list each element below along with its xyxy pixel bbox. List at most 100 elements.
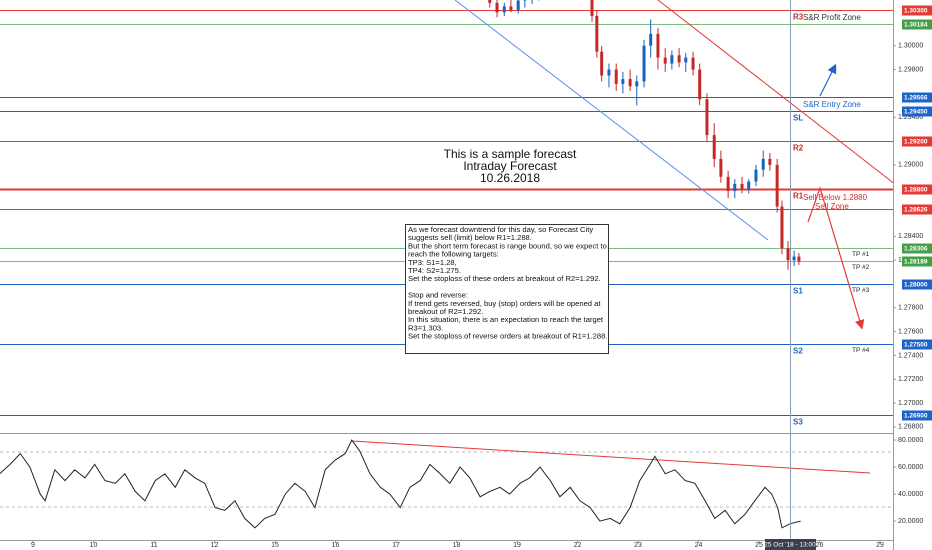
candle-body [607,69,611,76]
level-tag: S2 [793,347,803,356]
candle-body [747,181,751,189]
candle-body [590,0,594,16]
note-line: If trend gets reversed, buy (stop) order… [408,299,601,308]
candle-body [698,69,702,100]
price-axis-bg [893,0,932,550]
level-label-bg [902,279,932,290]
candle-body [635,81,639,87]
candle-body [780,206,784,249]
level-label-bg [902,92,932,103]
note-line: But the short term forecast is range bou… [408,241,607,250]
note-box [405,224,609,354]
level-tag: SL [793,114,803,123]
level-label: 1.28306 [904,246,928,253]
candle-body [509,6,513,11]
axes: 1.300001.298001.294001.290001.284001.282… [31,5,932,550]
level-tag: S1 [793,287,803,296]
x-tick-label: 29 [876,542,884,549]
level-label-bg [902,136,932,147]
x-tick-label: 10 [90,542,98,549]
level-label-bg [902,256,932,267]
candle-body [726,176,730,192]
title: This is a sample forecast [444,147,577,161]
annotation: S&R Profit Zone [803,13,861,22]
candle-body [719,158,723,177]
candle-body [488,0,492,3]
candle-body [786,248,790,261]
target-tag: TP #1 [852,251,870,258]
candle-body [649,33,653,46]
candle-body [621,79,625,84]
title: Intraday Forecast [463,159,557,173]
candle-body [754,169,758,182]
note-line: breakout of R2=1.292. [408,307,483,316]
note-line: As we forecast downtrend for this day, s… [408,225,593,234]
y-tick-label: 1.30000 [898,43,923,50]
y-tick-label: 1.27400 [898,352,923,359]
candle-body [628,79,632,87]
x-tick-label: 22 [574,542,582,549]
level-tag: R2 [793,144,804,153]
texts: This is a sample forecast Intraday Forec… [405,13,870,427]
y-tick-label: 1.27600 [898,328,923,335]
note-line: Set the stoploss of reverse orders at br… [408,332,607,341]
level-tag: R3 [793,13,804,22]
candle-body [656,33,660,58]
note-line: TP4: S2=1.275. [408,266,461,275]
level-label: 1.26900 [904,413,928,420]
annotation: Sell Below 1.2880 [803,193,868,202]
candle-body [797,256,801,262]
candle-body [614,69,618,84]
arrow [819,63,837,97]
y-tick-label: 1.28400 [898,233,923,240]
x-tick-label: 18 [453,542,461,549]
note-line: Stop and reverse: [408,291,468,300]
level-label: 1.30184 [904,22,928,29]
y-tick-label: 40.0000 [898,491,923,498]
crosshair-label: 25 Oct '18 - 13:00 [764,542,816,549]
subtitle: 10.26.2018 [480,171,540,185]
level-label: 1.28800 [904,187,928,194]
candle-body [670,55,674,64]
candle-body [761,158,765,170]
x-tick-label: 15 [271,542,279,549]
level-label: 1.28189 [904,259,928,266]
target-tag: TP #2 [852,264,870,271]
x-tick-label: 26 [816,542,824,549]
annotation: Sell Zone [815,202,849,211]
level-label-bg [902,410,932,421]
x-tick-label: 19 [513,542,521,549]
note-line: In this situation, there is an expectati… [408,315,604,324]
rsi-panel [0,439,893,529]
candle-body [677,55,681,63]
y-tick-label: 1.29400 [898,114,923,121]
y-tick-label: 1.27000 [898,400,923,407]
candle-body [495,2,499,13]
candle-body [768,158,772,165]
level-label-bg [902,106,932,117]
x-tick-label: 23 [634,542,642,549]
level-label: 1.28626 [904,207,928,214]
drawings [454,0,893,330]
y-tick-label: 1.29000 [898,162,923,169]
trend-line [454,0,769,241]
rsi-line [0,439,801,529]
x-tick-label: 25 [755,542,763,549]
candle-body [691,57,695,70]
candle-body [684,57,688,63]
target-tag: TP #3 [852,287,870,294]
x-tick-label: 11 [150,542,157,549]
y-tick-label: 1.27800 [898,305,923,312]
candle-body [663,57,667,64]
level-label-bg [902,19,932,30]
level-label: 1.29566 [904,95,928,102]
candles [488,0,801,270]
level-tag: S3 [793,418,803,427]
level-label: 1.29200 [904,139,928,146]
level-tag: R1 [793,192,804,201]
note-line: suggests sell (limit) below R1=1.288. [408,233,532,242]
x-tick-label: 9 [31,542,35,549]
note-line: reach the following targets: [408,250,499,259]
level-label-bg [902,204,932,215]
